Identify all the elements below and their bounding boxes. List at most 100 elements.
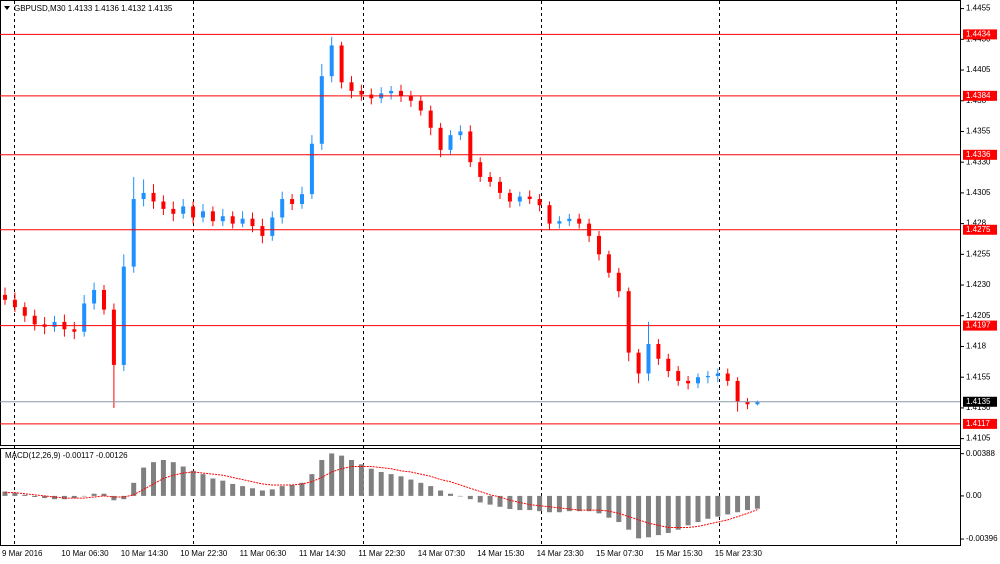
candle-body [636,352,641,374]
macd-bar [646,495,651,538]
candle-body [210,211,215,222]
y-tick-label: 1.4105 [966,434,991,443]
x-tick-label: 10 Mar 06:30 [61,549,109,558]
macd-bar [596,495,602,514]
candle-body [349,82,354,91]
candle-body [319,76,324,144]
candle-body [626,291,631,353]
macd-bar [448,493,453,496]
level-label-box [963,29,997,40]
candle-body [3,294,7,300]
macd-bar [42,495,48,499]
candle-body [537,199,542,206]
macd-bar [517,495,523,511]
candle-body [408,95,413,101]
candle-body [745,401,750,405]
candle-body [418,100,423,111]
macd-bar [101,493,107,496]
macd-bar [576,495,582,512]
candle-body [389,90,394,94]
y-tick-label: 1.4355 [966,127,991,136]
candle-body [339,45,344,83]
macd-bar [121,495,127,500]
candle-body [309,143,314,195]
candle-body [250,218,255,227]
macd-bar [299,482,305,496]
macd-bar [745,495,750,511]
y-tick-label: 0.00388 [966,449,995,458]
candle-body [488,176,493,182]
macd-bar [507,495,513,509]
macd-bar [111,495,117,501]
macd-bar [725,495,731,515]
macd-bar [487,495,493,505]
macd-title: MACD(12,26,9) -0.00117 -0.00126 [5,451,128,460]
x-tick-label: 15 Mar 07:30 [596,549,644,558]
candle-body [290,199,295,204]
macd-bar [81,495,87,497]
candle-body [547,205,552,224]
macd-bar [151,462,156,496]
candle-body [705,375,710,378]
macd-bar [279,486,285,496]
candle-body [557,221,562,224]
macd-bar [170,462,176,496]
level-label-box [963,224,997,235]
candle-body [666,358,671,372]
candle-body [121,266,126,365]
chart-title: GBPUSD,M30 1.4133 1.4136 1.4132 1.4135 [14,4,173,13]
candle-body [161,201,166,209]
y-tick-label: 0.00 [966,491,982,500]
macd-bar [61,495,67,500]
macd-bar [339,455,345,496]
candle-body [567,218,572,222]
candle-body [507,192,512,202]
candle-body [171,208,176,214]
macd-bar [754,495,760,509]
candle-body [329,45,334,77]
macd-bar [547,495,552,513]
macd-bar [497,495,503,507]
candle-body [32,315,37,325]
candle-body [686,380,691,384]
candle-body [616,272,621,292]
level-label: 1.4384 [966,91,991,100]
main-panel-frame [0,0,961,446]
candle-body [270,217,275,236]
macd-bar [22,494,28,496]
level-label-box [963,418,997,429]
candle-body [72,329,77,332]
macd-bar [378,471,384,496]
candle-body [359,90,364,95]
y-tick-label: 1.4230 [966,280,991,289]
x-tick-label: 10 Mar 14:30 [121,549,169,558]
macd-bar [636,495,642,539]
candle-body [498,181,502,193]
x-tick-label: 10 Mar 22:30 [180,549,228,558]
candle-body [201,211,205,218]
candle-body [438,127,443,150]
candle-body [517,196,522,202]
macd-bar [665,495,671,533]
level-label: 1.4434 [966,30,991,39]
macd-bar [695,495,701,523]
y-tick-label: 1.4205 [966,311,991,320]
level-label-box [963,90,997,101]
candle-body [428,110,433,128]
macd-bar [556,495,562,513]
macd-bar [368,468,374,496]
candle-body [191,206,196,218]
candle-body [102,289,106,310]
macd-bar [289,485,295,496]
level-label-box [963,320,997,331]
macd-bar [52,495,57,500]
level-label: 1.4336 [966,150,991,159]
macd-bar [349,459,354,496]
x-tick-label: 14 Mar 07:30 [418,549,466,558]
macd-bar [616,495,622,523]
x-tick-label: 14 Mar 15:30 [477,549,525,558]
candle-body [696,377,700,384]
macd-bar [705,495,711,519]
candle-body [755,401,760,405]
